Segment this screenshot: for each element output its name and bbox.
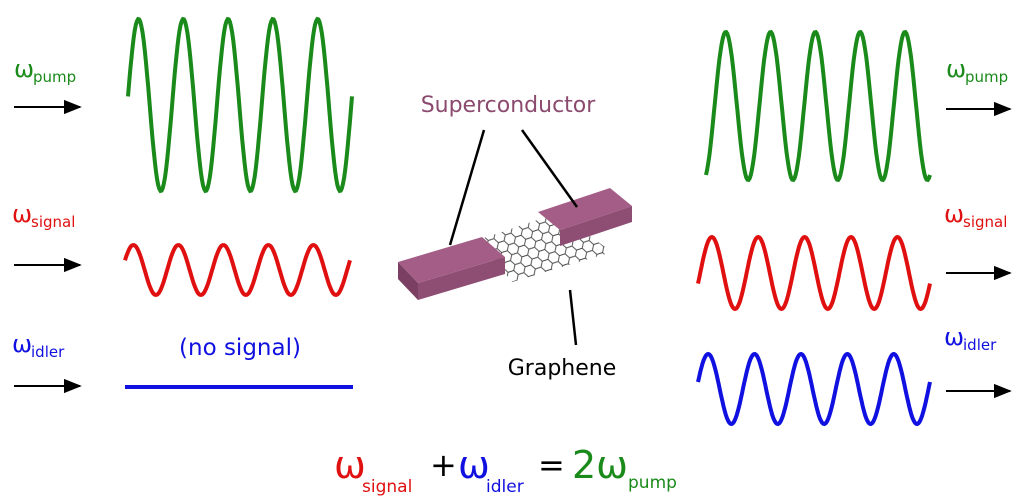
superconductor-label: Superconductor [421, 93, 597, 118]
wave [696, 234, 932, 312]
superconductor-pad [398, 237, 505, 283]
equation-subscript: idler [486, 477, 524, 496]
input-subscript: idler [31, 343, 65, 361]
no-signal-label: (no signal) [179, 335, 301, 361]
output-symbol: ω [944, 200, 964, 228]
output-subscript: idler [963, 336, 997, 354]
graphene-label: Graphene [508, 356, 617, 381]
equation-symbol: ω [458, 443, 490, 487]
input-symbol: ω [12, 330, 32, 358]
equation-operator: = [538, 446, 565, 484]
wave [704, 29, 932, 183]
equation-symbol: ω [334, 443, 366, 487]
wave [696, 351, 932, 427]
output-symbol: ω [946, 55, 966, 83]
pad-side [560, 206, 632, 246]
input-symbol: ω [14, 55, 34, 83]
pad-side [398, 262, 418, 300]
input-symbol: ω [12, 200, 32, 228]
input-subscript: signal [31, 213, 75, 231]
device [398, 129, 632, 346]
superconductor-pad [538, 188, 632, 230]
output-subscript: pump [965, 68, 1008, 86]
equation-operator: + [430, 446, 457, 484]
pointer [568, 289, 578, 346]
equation-symbol: 2ω [572, 443, 628, 487]
equation-subscript: signal [362, 477, 412, 496]
wave [123, 243, 352, 297]
output-subscript: signal [963, 213, 1007, 231]
input-subscript: pump [33, 68, 76, 86]
pointer [520, 129, 579, 208]
pointer [448, 129, 486, 246]
output-symbol: ω [944, 323, 964, 351]
wave [126, 16, 354, 194]
pad-side [418, 257, 505, 300]
equation-subscript: pump [628, 473, 677, 493]
